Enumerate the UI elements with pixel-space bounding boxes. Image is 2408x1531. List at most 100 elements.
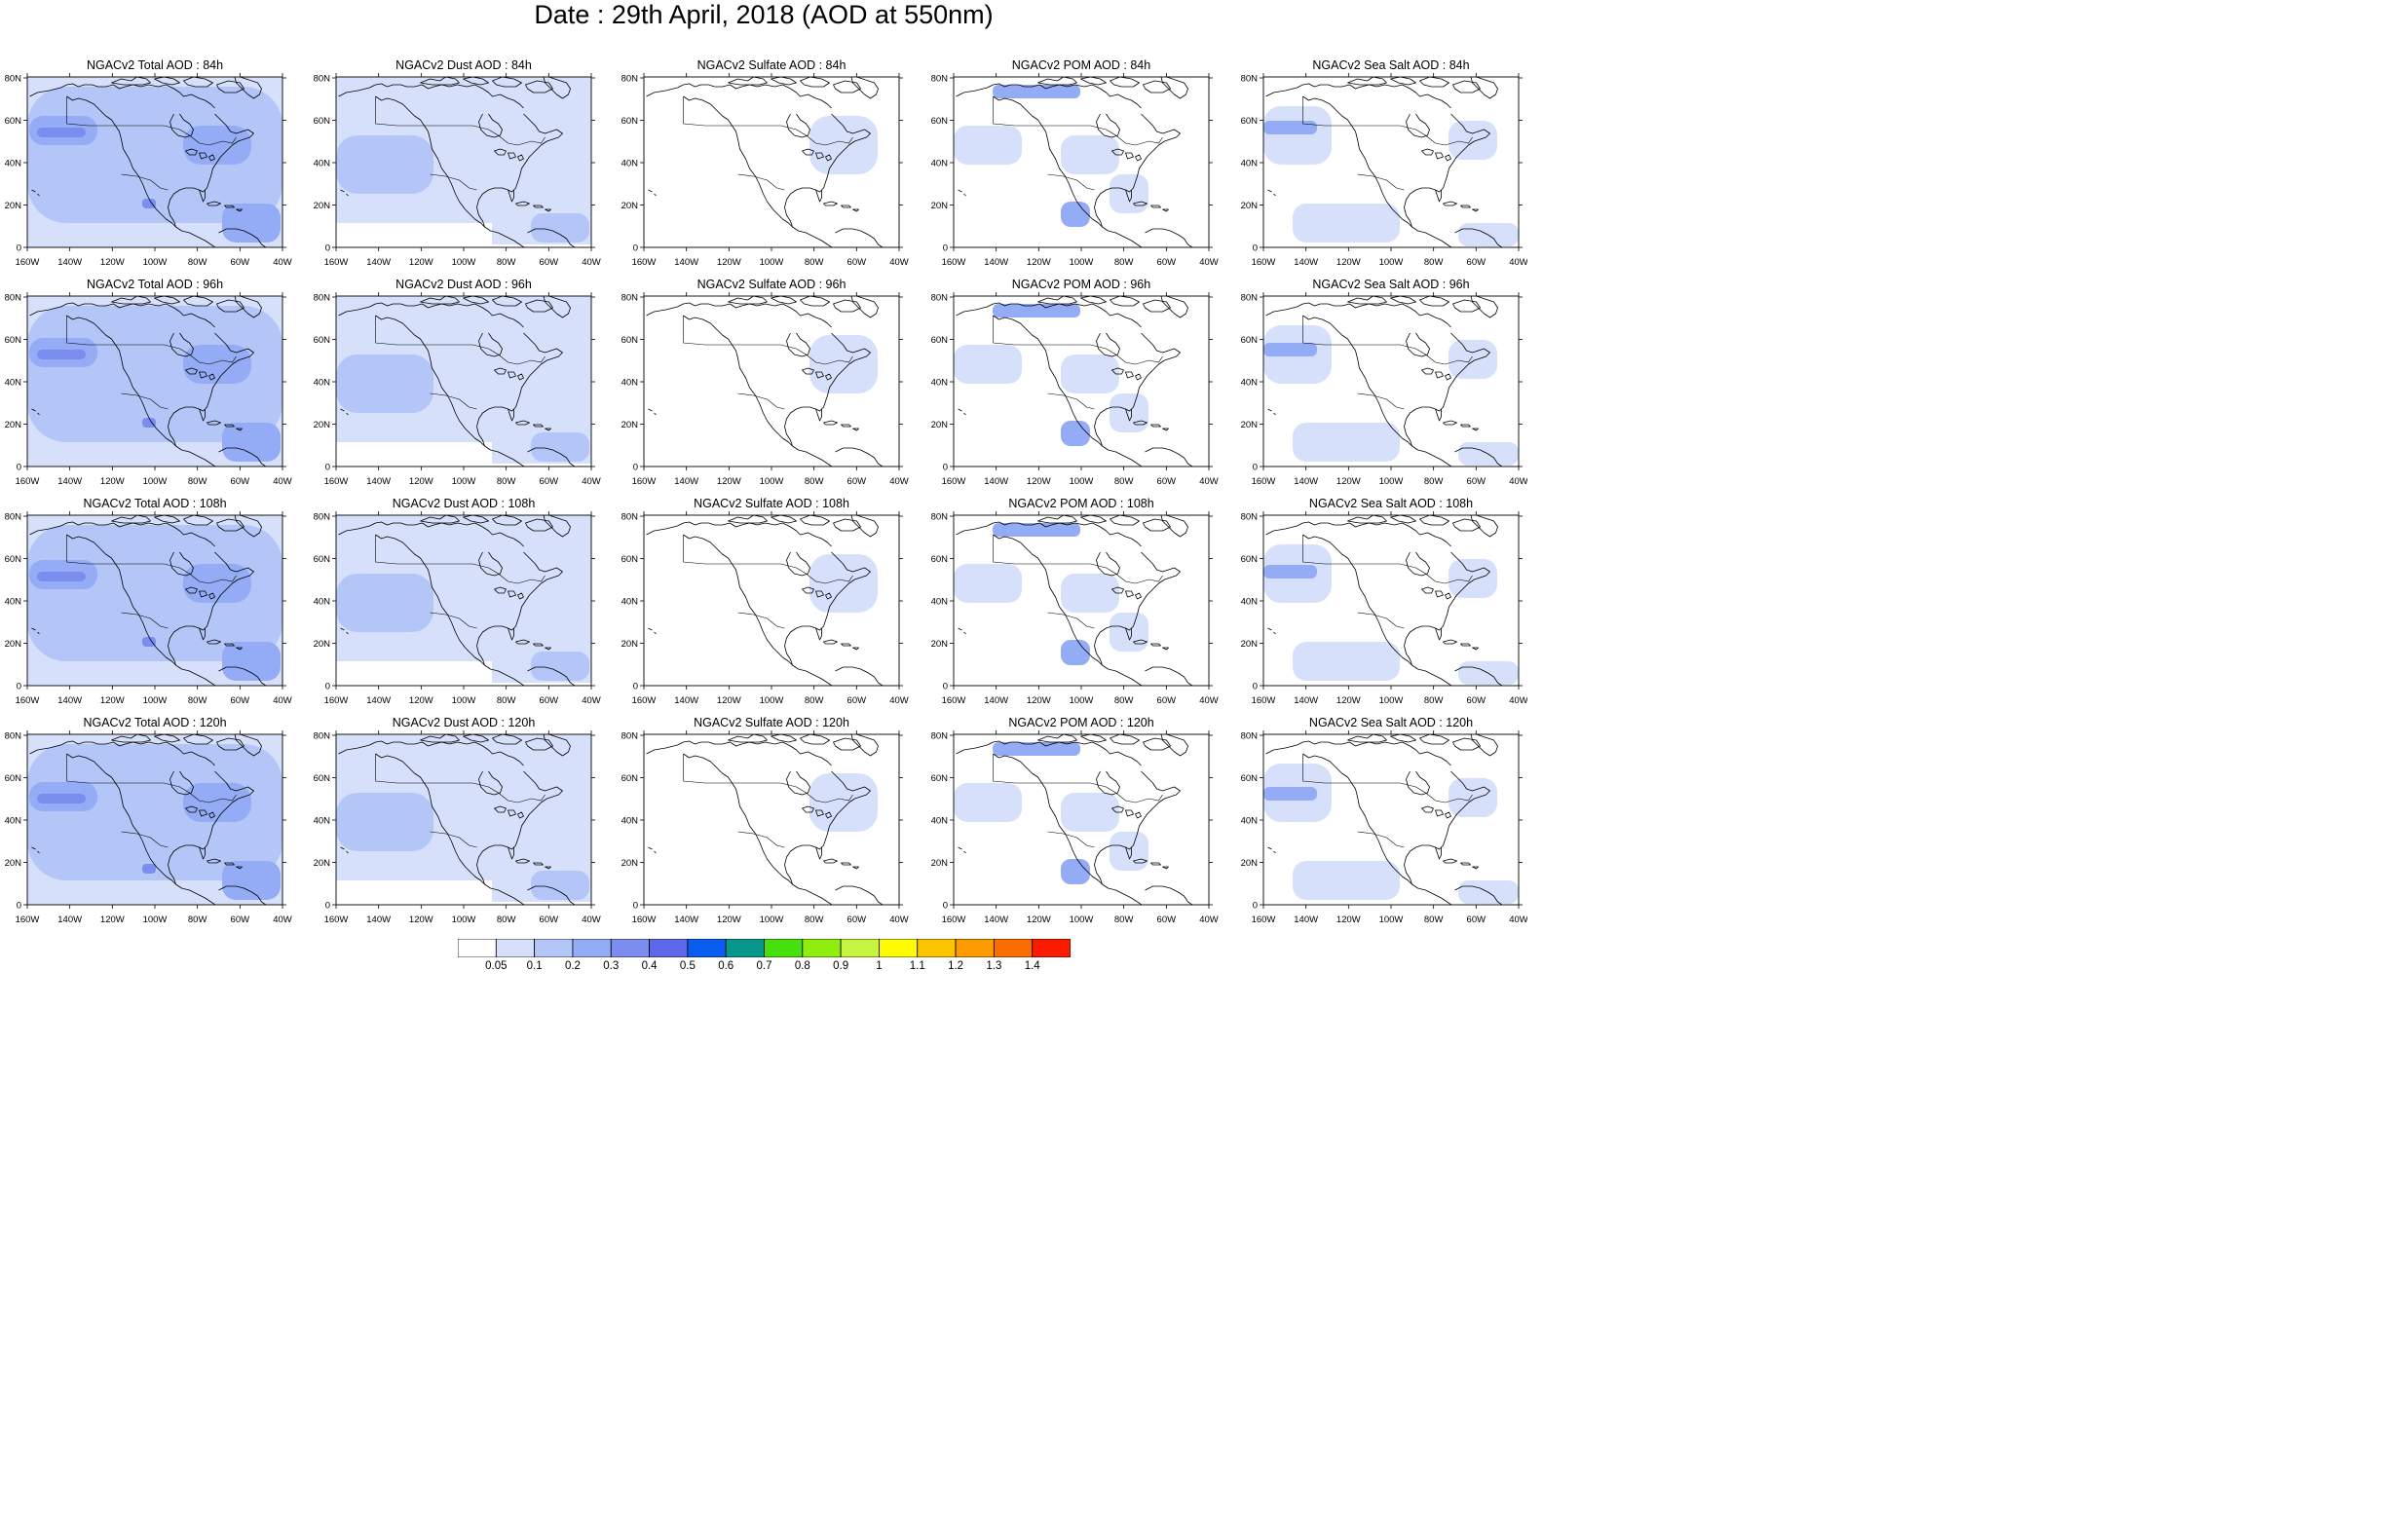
x-tick-label: 100W bbox=[143, 257, 168, 268]
x-tick-label: 140W bbox=[1294, 257, 1318, 268]
x-tick-label: 140W bbox=[674, 915, 698, 925]
x-tick-label: 100W bbox=[760, 476, 784, 487]
x-tick-label: 160W bbox=[16, 257, 40, 268]
y-tick-label: 40N bbox=[931, 816, 949, 827]
x-tick-label: 120W bbox=[409, 257, 433, 268]
x-tick-label: 100W bbox=[760, 257, 784, 268]
x-tick-label: 120W bbox=[409, 476, 433, 487]
map-panel: NGACv2 Dust AOD : 120h 80N 60N 40N 20N 0 160W 1… bbox=[314, 716, 601, 925]
colorbar-tick-label: 1.4 bbox=[1024, 960, 1040, 972]
x-tick-label: 80W bbox=[1424, 257, 1444, 268]
y-tick-label: 20N bbox=[1241, 420, 1259, 430]
aod-contour bbox=[1110, 832, 1148, 871]
y-tick-label: 40N bbox=[1241, 159, 1259, 169]
x-tick-label: 140W bbox=[366, 695, 391, 706]
panel-title: NGACv2 Sea Salt AOD : 120h bbox=[1309, 716, 1473, 729]
y-tick-label: 0 bbox=[633, 243, 638, 254]
y-tick-label: 80N bbox=[931, 512, 949, 523]
y-tick-label: 0 bbox=[17, 901, 21, 912]
x-tick-label: 40W bbox=[273, 476, 292, 487]
y-tick-label: 60N bbox=[1241, 335, 1259, 346]
colorbar-tick-label: 1.1 bbox=[909, 960, 925, 972]
x-tick-label: 120W bbox=[717, 257, 741, 268]
panel-title: NGACv2 Sea Salt AOD : 96h bbox=[1312, 278, 1469, 291]
panel-title: NGACv2 Total AOD : 120h bbox=[83, 716, 226, 729]
aod-contour bbox=[336, 661, 492, 686]
aod-contour bbox=[1061, 859, 1090, 884]
x-tick-label: 80W bbox=[497, 915, 516, 925]
aod-contour bbox=[809, 116, 878, 174]
aod-contour bbox=[809, 773, 878, 832]
x-tick-label: 60W bbox=[231, 695, 250, 706]
x-tick-label: 100W bbox=[760, 915, 784, 925]
aod-contour bbox=[1061, 793, 1119, 832]
x-tick-label: 120W bbox=[1027, 257, 1051, 268]
y-tick-label: 20N bbox=[314, 858, 331, 869]
x-tick-label: 60W bbox=[540, 476, 559, 487]
x-tick-label: 60W bbox=[1467, 915, 1486, 925]
x-tick-label: 40W bbox=[889, 476, 909, 487]
colorbar-tick-label: 0.2 bbox=[564, 960, 581, 972]
y-tick-label: 80N bbox=[1241, 512, 1259, 523]
map-panel: NGACv2 Sulfate AOD : 84h 80N 60N 40N 20N 0 160… bbox=[621, 58, 909, 268]
aod-field bbox=[954, 296, 1209, 467]
x-tick-label: 40W bbox=[582, 915, 601, 925]
y-tick-label: 80N bbox=[931, 731, 949, 742]
y-tick-label: 20N bbox=[314, 420, 331, 430]
y-tick-label: 60N bbox=[314, 554, 331, 565]
x-tick-label: 80W bbox=[497, 476, 516, 487]
y-tick-label: 60N bbox=[621, 773, 639, 784]
x-tick-label: 140W bbox=[984, 695, 1008, 706]
aod-contour bbox=[993, 523, 1080, 537]
y-tick-label: 20N bbox=[5, 639, 22, 650]
y-tick-label: 60N bbox=[931, 335, 949, 346]
x-tick-label: 60W bbox=[847, 915, 867, 925]
x-tick-label: 140W bbox=[1294, 915, 1318, 925]
aod-contour bbox=[1293, 423, 1400, 462]
y-tick-label: 0 bbox=[17, 682, 21, 692]
x-tick-label: 140W bbox=[57, 695, 82, 706]
y-tick-label: 40N bbox=[1241, 378, 1259, 389]
x-tick-label: 60W bbox=[540, 915, 559, 925]
aod-contour bbox=[531, 652, 589, 681]
y-tick-label: 20N bbox=[5, 201, 22, 211]
x-tick-label: 40W bbox=[273, 695, 292, 706]
y-tick-label: 60N bbox=[931, 116, 949, 127]
x-tick-label: 160W bbox=[1252, 915, 1276, 925]
x-tick-label: 160W bbox=[16, 695, 40, 706]
x-tick-label: 60W bbox=[231, 257, 250, 268]
colorbar-swatch bbox=[840, 938, 880, 958]
x-tick-label: 140W bbox=[57, 476, 82, 487]
y-tick-label: 60N bbox=[621, 335, 639, 346]
y-tick-label: 60N bbox=[931, 773, 949, 784]
y-tick-label: 60N bbox=[1241, 116, 1259, 127]
x-tick-label: 160W bbox=[942, 257, 966, 268]
aod-contour bbox=[1263, 565, 1317, 579]
aod-contour bbox=[336, 793, 433, 851]
aod-contour bbox=[1263, 343, 1317, 356]
aod-contour bbox=[1061, 355, 1119, 393]
aod-contour bbox=[222, 642, 281, 681]
aod-contour bbox=[27, 744, 282, 880]
aod-contour bbox=[1293, 204, 1400, 243]
y-tick-label: 60N bbox=[5, 554, 22, 565]
x-tick-label: 60W bbox=[1467, 476, 1486, 487]
y-tick-label: 20N bbox=[931, 201, 949, 211]
y-tick-label: 20N bbox=[314, 639, 331, 650]
x-tick-label: 40W bbox=[889, 695, 909, 706]
x-tick-label: 100W bbox=[1379, 695, 1404, 706]
panel-title: NGACv2 Sulfate AOD : 96h bbox=[697, 278, 847, 291]
x-tick-label: 140W bbox=[366, 915, 391, 925]
aod-field bbox=[336, 515, 591, 686]
panel-title: NGACv2 Total AOD : 108h bbox=[83, 497, 226, 510]
y-tick-label: 0 bbox=[325, 243, 330, 254]
aod-field bbox=[954, 734, 1209, 905]
x-tick-label: 160W bbox=[632, 257, 657, 268]
x-tick-label: 160W bbox=[324, 257, 349, 268]
panel-title: NGACv2 Sulfate AOD : 120h bbox=[694, 716, 849, 729]
x-tick-label: 80W bbox=[805, 695, 824, 706]
aod-field bbox=[27, 296, 282, 467]
panel-title: NGACv2 POM AOD : 96h bbox=[1012, 278, 1150, 291]
y-tick-label: 40N bbox=[5, 816, 22, 827]
map-panel: NGACv2 POM AOD : 96h 80N 60N 40N 20N 0 160W 140… bbox=[931, 278, 1219, 487]
